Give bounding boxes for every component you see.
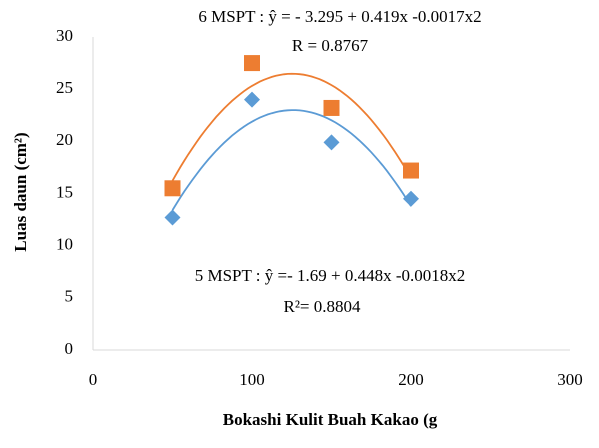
x-tick-label: 0 — [89, 370, 98, 389]
point — [244, 91, 260, 108]
point — [244, 55, 260, 72]
y-tick-label: 10 — [56, 235, 73, 254]
point — [403, 190, 419, 207]
y-tick-label: 30 — [56, 26, 73, 45]
y-tick-label: 5 — [65, 287, 74, 306]
x-tick-label: 300 — [557, 370, 583, 389]
y-tick-label: 20 — [56, 130, 73, 149]
y-axis-label: Luas daun (cm²) — [11, 132, 30, 251]
annotation: R = 0.8767 — [292, 36, 369, 55]
point — [323, 99, 340, 116]
point — [403, 162, 419, 179]
y-tick-label: 0 — [65, 339, 74, 358]
annotation: 6 MSPT : ŷ = - 3.295 + 0.419x -0.0017x2 — [198, 7, 481, 26]
annotation: R²= 0.8804 — [283, 297, 361, 316]
point — [164, 209, 181, 226]
x-tick-label: 200 — [398, 370, 424, 389]
annotation: 5 MSPT : ŷ =- 1.69 + 0.448x -0.0018x2 — [195, 266, 466, 285]
y-tick-label: 25 — [56, 78, 73, 97]
y-tick-label: 15 — [56, 182, 73, 201]
trendline — [171, 109, 412, 211]
trendline — [171, 72, 412, 182]
point — [164, 180, 181, 197]
point — [323, 134, 340, 151]
x-axis-label: Bokashi Kulit Buah Kakao (g — [223, 410, 438, 429]
x-tick-label: 100 — [239, 370, 265, 389]
